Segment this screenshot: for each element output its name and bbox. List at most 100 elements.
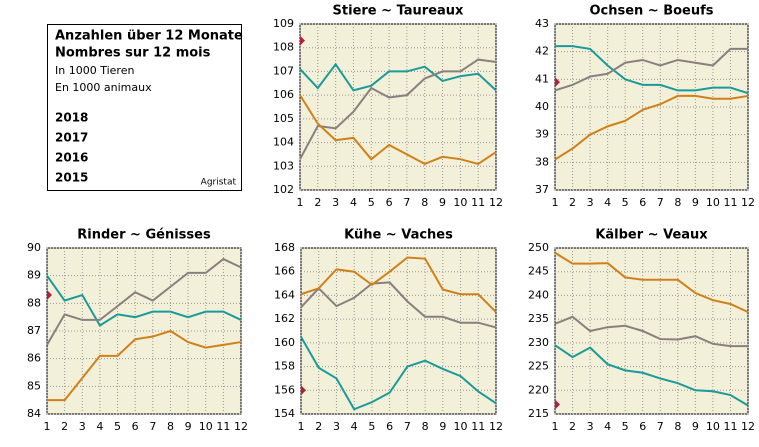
- x-tick-label: 12: [489, 196, 503, 209]
- x-tick-label: 7: [657, 196, 664, 209]
- y-tick-label: 90: [27, 241, 41, 254]
- x-tick-label: 4: [96, 420, 103, 433]
- x-tick-label: 8: [167, 420, 174, 433]
- x-tick-label: 5: [368, 420, 375, 433]
- marker: [300, 35, 305, 46]
- y-tick-label: 107: [273, 64, 294, 77]
- y-tick-label: 37: [535, 183, 549, 196]
- line: [46, 257, 242, 346]
- y-tick-label: 38: [535, 155, 549, 168]
- x-tick-label: 2: [315, 420, 322, 433]
- marker: [555, 399, 560, 410]
- y-tick-label: 89: [27, 269, 41, 282]
- x-tick-label: 5: [114, 420, 121, 433]
- chart-title: Kühe ~ Vaches: [344, 228, 453, 243]
- y-tick-label: 103: [273, 159, 294, 172]
- y-tick-label: 42: [535, 45, 549, 58]
- y-tick-label: 154: [274, 407, 295, 420]
- x-tick-label: 5: [368, 196, 375, 209]
- x-tick-label: 5: [622, 420, 629, 433]
- x-tick-label: 10: [706, 196, 720, 209]
- x-tick-label: 6: [639, 420, 646, 433]
- line: [554, 251, 749, 313]
- x-tick-label: 6: [386, 420, 393, 433]
- line: [300, 336, 497, 411]
- y-tick-label: 156: [274, 383, 295, 396]
- x-tick-label: 6: [639, 196, 646, 209]
- y-tick-label: 164: [274, 288, 295, 301]
- y-tick-label: 40: [535, 100, 549, 113]
- x-tick-label: 3: [587, 196, 594, 209]
- x-tick-label: 4: [604, 196, 611, 209]
- x-tick-label: 12: [741, 420, 755, 433]
- x-tick-label: 11: [723, 420, 737, 433]
- y-tick-label: 245: [528, 265, 549, 278]
- line: [299, 94, 497, 166]
- x-tick-label: 11: [723, 196, 737, 209]
- x-tick-label: 8: [422, 420, 429, 433]
- x-tick-label: 7: [404, 420, 411, 433]
- line: [299, 58, 497, 160]
- x-tick-label: 11: [471, 420, 485, 433]
- y-tick-label: 41: [535, 72, 549, 85]
- chart-title: Stiere ~ Taureaux: [333, 4, 464, 19]
- x-tick-label: 3: [333, 420, 340, 433]
- x-tick-label: 9: [692, 196, 699, 209]
- y-tick-label: 104: [273, 136, 294, 149]
- y-tick-label: 230: [528, 336, 549, 349]
- x-tick-label: 2: [569, 420, 576, 433]
- x-tick-label: 10: [706, 420, 720, 433]
- x-tick-label: 9: [439, 196, 446, 209]
- line: [46, 275, 242, 327]
- x-tick-label: 10: [454, 420, 468, 433]
- line: [555, 45, 749, 95]
- chart-title: Ochsen ~ Boeufs: [589, 4, 713, 19]
- x-tick-label: 9: [185, 420, 192, 433]
- x-tick-label: 2: [314, 196, 321, 209]
- x-tick-label: 10: [453, 196, 467, 209]
- y-tick-label: 250: [528, 241, 549, 254]
- legend-title: Nombres sur 12 mois: [55, 46, 211, 61]
- chart-title: Kälber ~ Veaux: [595, 228, 708, 243]
- y-tick-label: 168: [274, 241, 295, 254]
- x-tick-label: 10: [199, 420, 213, 433]
- line: [299, 62, 497, 92]
- y-tick-label: 158: [274, 360, 295, 373]
- x-tick-label: 12: [489, 420, 503, 433]
- legend-title: Anzahlen über 12 Monate: [55, 29, 243, 44]
- x-tick-label: 1: [297, 196, 304, 209]
- x-tick-label: 1: [298, 420, 305, 433]
- x-tick-label: 3: [587, 420, 594, 433]
- y-tick-label: 225: [528, 360, 549, 373]
- x-tick-label: 7: [403, 196, 410, 209]
- line: [554, 315, 748, 348]
- plot-area: [554, 247, 749, 415]
- marker: [47, 290, 52, 301]
- line: [554, 94, 749, 161]
- y-tick-label: 87: [27, 324, 41, 337]
- x-tick-label: 7: [657, 420, 664, 433]
- x-tick-label: 9: [439, 420, 446, 433]
- legend-subtitle: En 1000 animaux: [55, 81, 152, 94]
- y-tick-label: 43: [535, 17, 549, 30]
- line: [300, 256, 497, 313]
- y-tick-label: 166: [274, 265, 295, 278]
- y-tick-label: 240: [528, 288, 549, 301]
- x-tick-label: 3: [79, 420, 86, 433]
- legend-entry: 2017: [55, 131, 88, 145]
- legend-entry: 2018: [55, 111, 88, 125]
- line: [554, 344, 749, 407]
- line: [554, 47, 748, 92]
- x-tick-label: 12: [234, 420, 248, 433]
- legend-entry: 2015: [55, 171, 88, 185]
- x-tick-label: 11: [471, 196, 485, 209]
- legend-entry: 2016: [55, 151, 88, 165]
- x-tick-label: 9: [692, 420, 699, 433]
- y-tick-label: 106: [273, 88, 294, 101]
- y-tick-label: 105: [273, 112, 294, 125]
- x-tick-label: 2: [569, 196, 576, 209]
- x-tick-label: 4: [351, 420, 358, 433]
- y-tick-label: 235: [528, 312, 549, 325]
- x-tick-label: 8: [674, 196, 681, 209]
- x-tick-label: 1: [44, 420, 51, 433]
